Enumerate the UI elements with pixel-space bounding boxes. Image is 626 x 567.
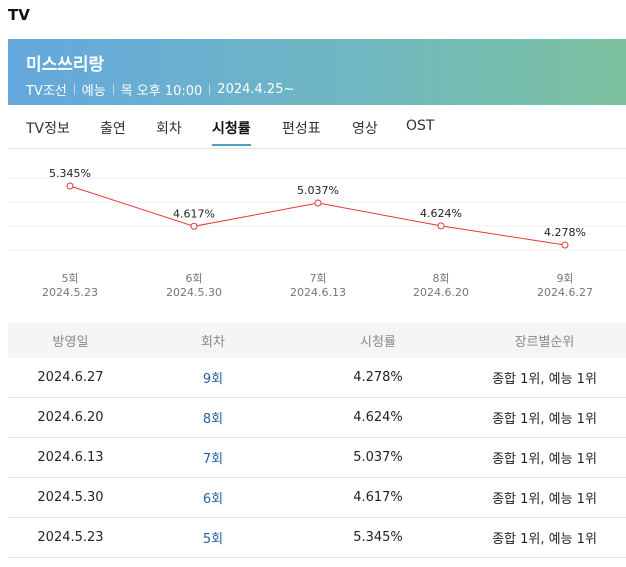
row-rating: 4.624% (353, 410, 403, 425)
tab-cast[interactable]: 출연 (100, 121, 126, 137)
chart-x-tick-episode: 7회 (309, 272, 326, 285)
chart-data-label: 4.617% (173, 207, 215, 220)
chart-x-tick-date: 2024.6.27 (537, 286, 593, 299)
row-date: 2024.6.20 (37, 410, 104, 425)
program-tabs: TV정보 출연 회차 시청률 편성표 영상 OST (8, 105, 626, 149)
ratings-table: 방영일 회차 시청률 장르별순위 2024.6.27 9회 4.278% 종합 … (8, 323, 626, 558)
chart-x-tick-episode: 9회 (556, 272, 573, 285)
row-rating: 5.345% (353, 530, 403, 545)
header-episode: 회차 (201, 335, 225, 350)
row-episode-link[interactable]: 9회 (202, 372, 224, 387)
chart-x-tick-date: 2024.5.30 (166, 286, 222, 299)
chart-point (437, 222, 445, 230)
chart-x-tick-episode: 8회 (432, 272, 449, 285)
tab-schedule[interactable]: 편성표 (282, 121, 321, 137)
chart-x-tick-date: 2024.6.20 (413, 286, 469, 299)
chart-data-label: 5.345% (49, 167, 91, 180)
row-episode-link[interactable]: 6회 (202, 492, 224, 507)
meta-divider (73, 84, 75, 95)
chart-point (190, 222, 198, 230)
header-date: 방영일 (52, 335, 89, 350)
row-rating: 4.278% (353, 370, 403, 385)
chart-point (66, 182, 74, 190)
row-rank: 종합 1위, 예능 1위 (492, 492, 597, 507)
meta-divider (112, 84, 114, 95)
program-schedule: 목 오후 10:00 (120, 84, 203, 99)
tab-ratings[interactable]: 시청률 (212, 118, 251, 146)
chart-data-label: 5.037% (297, 184, 339, 197)
program-banner: 미스쓰리랑 TV조선 예능 목 오후 10:00 2024.4.25~ (8, 39, 626, 105)
row-date: 2024.6.27 (37, 370, 104, 385)
row-rank: 종합 1위, 예능 1위 (492, 412, 597, 427)
meta-divider (209, 84, 211, 95)
row-date: 2024.6.13 (37, 450, 104, 465)
tab-episodes[interactable]: 회차 (156, 121, 182, 137)
program-start-date: 2024.4.25~ (217, 82, 295, 97)
program-genre: 예능 (81, 84, 106, 99)
chart-data-label: 4.278% (544, 226, 586, 239)
row-rank: 종합 1위, 예능 1위 (492, 452, 597, 467)
row-rank: 종합 1위, 예능 1위 (492, 532, 597, 547)
program-channel[interactable]: TV조선 (26, 84, 67, 99)
program-title[interactable]: 미스쓰리랑 (26, 55, 105, 75)
table-row: 2024.5.23 5회 5.345% 종합 1위, 예능 1위 (8, 518, 626, 558)
chart-x-tick-episode: 5회 (61, 272, 78, 285)
row-rating: 5.037% (353, 450, 403, 465)
header-rank: 장르별순위 (514, 335, 575, 350)
table-row: 2024.6.27 9회 4.278% 종합 1위, 예능 1위 (8, 358, 626, 398)
section-label: TV (8, 6, 30, 24)
table-row: 2024.6.20 8회 4.624% 종합 1위, 예능 1위 (8, 398, 626, 438)
chart-x-tick-episode: 6회 (185, 272, 202, 285)
chart-x-tick-date: 2024.6.13 (290, 286, 346, 299)
chart-data-label: 4.624% (420, 207, 462, 220)
chart-point (314, 199, 322, 207)
tab-videos[interactable]: 영상 (352, 121, 378, 137)
row-rank: 종합 1위, 예능 1위 (492, 372, 597, 387)
header-rating: 시청률 (360, 335, 396, 350)
row-episode-link[interactable]: 7회 (202, 452, 224, 467)
row-episode-link[interactable]: 5회 (202, 532, 224, 547)
tab-ost[interactable]: OST (406, 118, 435, 134)
table-header: 방영일 회차 시청률 장르별순위 (8, 323, 626, 358)
row-date: 2024.5.30 (37, 490, 104, 505)
table-row: 2024.5.30 6회 4.617% 종합 1위, 예능 1위 (8, 478, 626, 518)
program-meta: TV조선 예능 목 오후 10:00 2024.4.25~ (26, 80, 294, 99)
row-date: 2024.5.23 (37, 530, 104, 545)
table-row: 2024.6.13 7회 5.037% 종합 1위, 예능 1위 (8, 438, 626, 478)
tab-tv-info[interactable]: TV정보 (26, 121, 70, 137)
chart-x-tick-date: 2024.5.23 (42, 286, 98, 299)
row-episode-link[interactable]: 8회 (202, 412, 224, 427)
chart-point (561, 241, 569, 249)
row-rating: 4.617% (353, 490, 403, 505)
